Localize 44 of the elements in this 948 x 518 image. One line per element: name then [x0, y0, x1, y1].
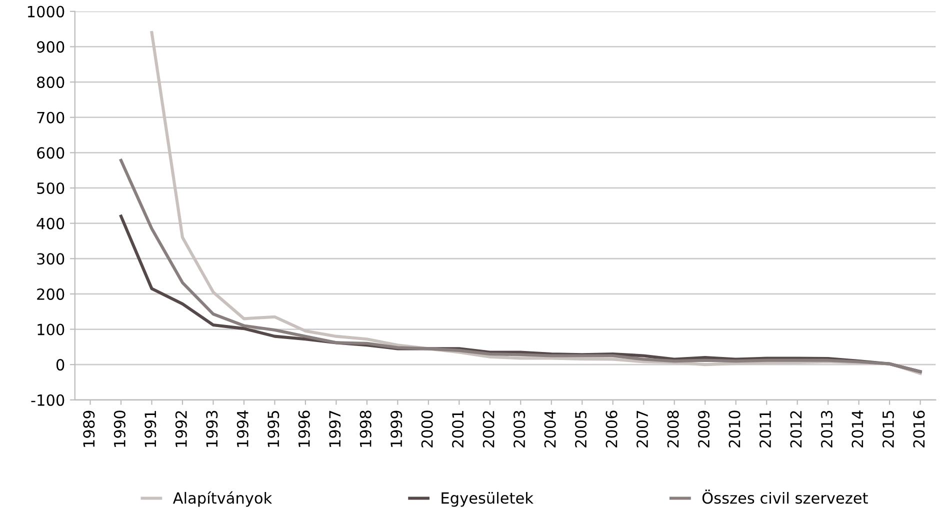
x-tick-label: 2006 — [606, 410, 618, 448]
x-tick-label: 2004 — [544, 410, 556, 448]
x-tick-label: 1992 — [175, 411, 187, 447]
x-tick-label: 2003 — [514, 410, 526, 448]
x-tick-label: 1996 — [298, 410, 310, 447]
y-tick-label: 0 — [56, 359, 64, 371]
x-tick-label: 1993 — [206, 410, 218, 447]
x-tick-label: 2015 — [882, 410, 894, 448]
x-tick-label: 2001 — [452, 411, 464, 448]
x-tick-label: 2014 — [852, 410, 864, 448]
y-tick-label: 200 — [37, 288, 64, 300]
y-tick-label: 300 — [37, 253, 64, 265]
x-tick-label: 2000 — [421, 410, 433, 448]
legend-label: Alapítványok — [172, 491, 272, 507]
y-tick-label: 900 — [36, 41, 64, 53]
x-tick-label: 2002 — [482, 411, 494, 448]
x-tick-label: 2011 — [759, 411, 772, 448]
x-tick-label: 1991 — [144, 411, 156, 447]
y-tick-label: 700 — [37, 112, 64, 124]
x-tick-label: 1989 — [83, 410, 95, 447]
x-tick-label: 2016 — [913, 410, 925, 448]
x-tick-label: 2009 — [698, 410, 710, 448]
x-tick-label: 2007 — [636, 410, 648, 448]
legend-label: Egyesületek — [442, 492, 534, 507]
x-tick-label: 1994 — [236, 410, 248, 447]
x-tick-label: 2013 — [820, 410, 833, 448]
x-tick-label: 1990 — [114, 410, 126, 447]
x-tick-label: 1997 — [329, 410, 341, 447]
y-tick-label: 400 — [36, 218, 64, 230]
x-tick-label: 1998 — [360, 410, 372, 447]
y-tick-label: 600 — [37, 147, 64, 159]
y-tick-label: 500 — [37, 182, 64, 194]
legend-label: Összes civil szervezet — [702, 490, 868, 504]
line-series — [119, 158, 922, 374]
x-tick-label: 2008 — [667, 410, 679, 448]
y-tick-label: 1000 — [28, 6, 64, 18]
x-tick-label: 1999 — [390, 410, 402, 447]
y-tick-label: -100 — [31, 394, 64, 406]
x-tick-label: 2010 — [728, 410, 740, 448]
x-tick-label: 2012 — [790, 411, 802, 448]
x-tick-label: 2005 — [575, 410, 587, 448]
y-tick-label: 800 — [37, 76, 64, 88]
y-tick-label: 100 — [38, 324, 64, 336]
x-tick-label: 1995 — [268, 410, 280, 447]
